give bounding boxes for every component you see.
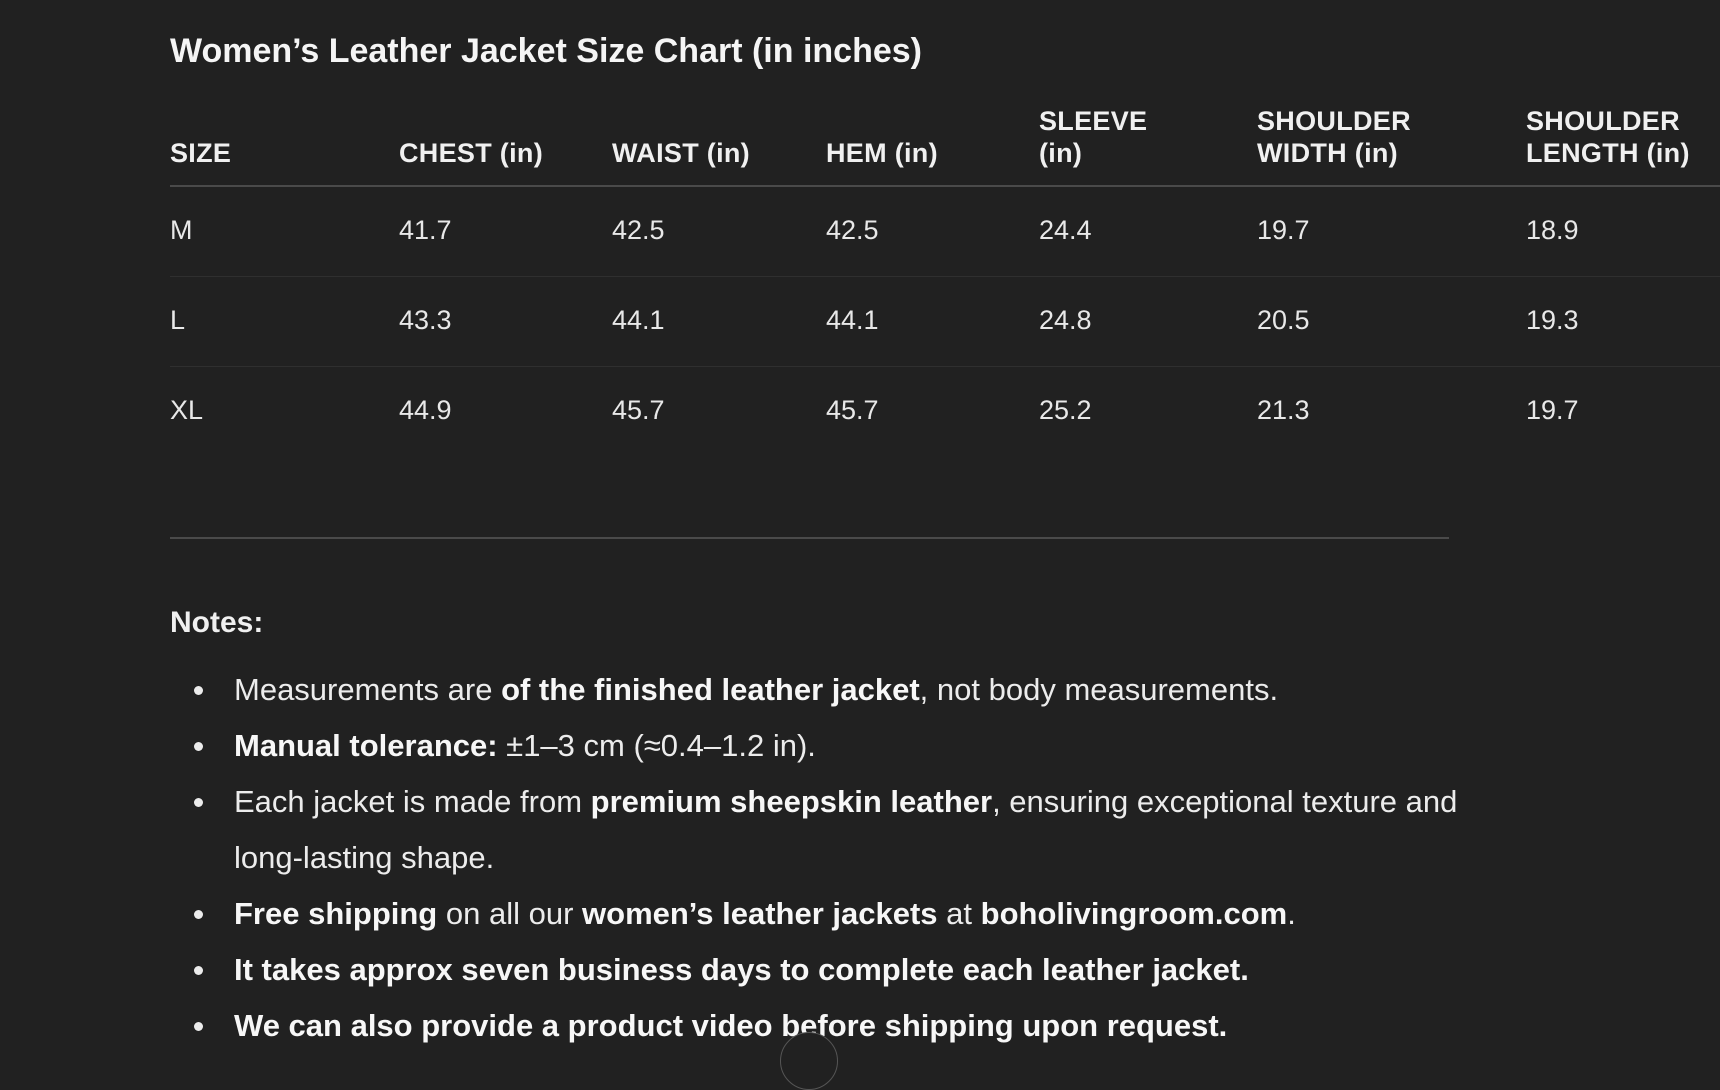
table-cell: 43.3 bbox=[399, 305, 452, 335]
note-text: premium sheepskin leather bbox=[590, 784, 993, 819]
table-cell: 19.7 bbox=[1526, 395, 1579, 425]
table-cell: M bbox=[170, 215, 193, 245]
bullet-icon bbox=[194, 686, 203, 695]
column-header-text: (in) bbox=[1039, 138, 1083, 168]
column-header: WAIST (in) bbox=[612, 137, 750, 169]
table-cell: 41.7 bbox=[399, 215, 452, 245]
note-item: We can also provide a product video befo… bbox=[170, 998, 1470, 1054]
column-header: SHOULDER WIDTH (in) bbox=[1257, 105, 1411, 169]
notes-heading: Notes: bbox=[170, 606, 264, 639]
table-header-row: SIZE CHEST (in) WAIST (in) HEM (in) SLEEVE (i… bbox=[170, 100, 1720, 187]
note-text: Manual tolerance: bbox=[234, 728, 498, 763]
column-header: SHOULDER LENGTH (in) bbox=[1526, 105, 1690, 169]
note-text: at bbox=[937, 896, 981, 931]
page-title: Women’s Leather Jacket Size Chart (in in… bbox=[170, 32, 923, 70]
table-cell: 25.2 bbox=[1039, 395, 1092, 425]
table-cell: 19.3 bbox=[1526, 305, 1579, 335]
note-text: boholivingroom.com bbox=[980, 896, 1288, 931]
column-header: SLEEVE (in) bbox=[1039, 105, 1147, 169]
column-header-text: WIDTH (in) bbox=[1257, 138, 1398, 168]
note-text: women’s leather jackets bbox=[582, 896, 938, 931]
note-text: of the finished leather jacket bbox=[501, 672, 920, 707]
column-header: CHEST (in) bbox=[399, 137, 543, 169]
column-header-text: CHEST (in) bbox=[399, 138, 543, 168]
divider bbox=[170, 537, 1449, 539]
table-cell: 24.4 bbox=[1039, 215, 1092, 245]
note-text: Measurements are bbox=[234, 672, 502, 707]
bullet-icon bbox=[194, 966, 203, 975]
column-header-text: SIZE bbox=[170, 138, 232, 168]
note-text: ±1–3 cm (≈0.4–1.2 in). bbox=[497, 728, 816, 763]
note-text: on all our bbox=[437, 896, 583, 931]
table-cell: 42.5 bbox=[826, 215, 879, 245]
table-cell: 20.5 bbox=[1257, 305, 1310, 335]
note-item: Measurements are of the finished leather… bbox=[170, 662, 1470, 718]
note-text: It takes approx seven business days to c… bbox=[234, 952, 1249, 987]
table-cell: XL bbox=[170, 395, 204, 425]
column-header-text: SHOULDER bbox=[1526, 106, 1680, 136]
bullet-icon bbox=[194, 1022, 203, 1031]
size-chart-table: SIZE CHEST (in) WAIST (in) HEM (in) SLEEVE (i… bbox=[170, 100, 1720, 456]
table-cell: L bbox=[170, 305, 186, 335]
column-header: SIZE bbox=[170, 137, 231, 169]
notes-list: Measurements are of the finished leather… bbox=[170, 662, 1470, 1054]
table-cell: 24.8 bbox=[1039, 305, 1092, 335]
column-header-text: WAIST (in) bbox=[612, 138, 750, 168]
table-cell: 18.9 bbox=[1526, 215, 1579, 245]
column-header: HEM (in) bbox=[826, 137, 938, 169]
column-header-text: HEM (in) bbox=[826, 138, 938, 168]
bullet-icon bbox=[194, 910, 203, 919]
note-item: It takes approx seven business days to c… bbox=[170, 942, 1470, 998]
note-item: Each jacket is made from premium sheepsk… bbox=[170, 774, 1470, 886]
bullet-icon bbox=[194, 798, 203, 807]
table-row: M 41.7 42.5 42.5 24.4 19.7 18.9 bbox=[170, 187, 1720, 277]
table-row: L 43.3 44.1 44.1 24.8 20.5 19.3 bbox=[170, 277, 1720, 367]
table-cell: 19.7 bbox=[1257, 215, 1310, 245]
table-cell: 44.1 bbox=[612, 305, 665, 335]
table-cell: 45.7 bbox=[826, 395, 879, 425]
column-header-text: LENGTH (in) bbox=[1526, 138, 1690, 168]
note-text: , ensuring exceptional texture and long-… bbox=[234, 784, 1458, 875]
table-cell: 45.7 bbox=[612, 395, 665, 425]
table-cell: 21.3 bbox=[1257, 395, 1310, 425]
table-row: XL 44.9 45.7 45.7 25.2 21.3 19.7 bbox=[170, 367, 1720, 456]
bullet-icon bbox=[194, 742, 203, 751]
note-text: , not body measurements. bbox=[919, 672, 1279, 707]
note-text: Free shipping bbox=[234, 896, 438, 931]
table-cell: 42.5 bbox=[612, 215, 665, 245]
note-text: . bbox=[1287, 896, 1296, 931]
note-item: Free shipping on all our women’s leather… bbox=[170, 886, 1470, 942]
scroll-down-button[interactable] bbox=[780, 1032, 838, 1090]
column-header-text: SLEEVE bbox=[1039, 106, 1148, 136]
note-text: We can also provide a product video befo… bbox=[234, 1008, 1228, 1043]
table-cell: 44.9 bbox=[399, 395, 452, 425]
column-header-text: SHOULDER bbox=[1257, 106, 1411, 136]
note-text: Each jacket is made from bbox=[234, 784, 591, 819]
table-cell: 44.1 bbox=[826, 305, 879, 335]
note-item: Manual tolerance: ±1–3 cm (≈0.4–1.2 in). bbox=[170, 718, 1470, 774]
